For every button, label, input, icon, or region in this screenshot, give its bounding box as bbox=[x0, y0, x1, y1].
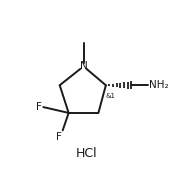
Text: HCl: HCl bbox=[76, 147, 97, 160]
Text: N: N bbox=[80, 61, 87, 71]
Text: F: F bbox=[36, 102, 42, 112]
Text: &1: &1 bbox=[105, 93, 115, 98]
Text: NH₂: NH₂ bbox=[149, 80, 169, 90]
Text: F: F bbox=[56, 132, 62, 142]
